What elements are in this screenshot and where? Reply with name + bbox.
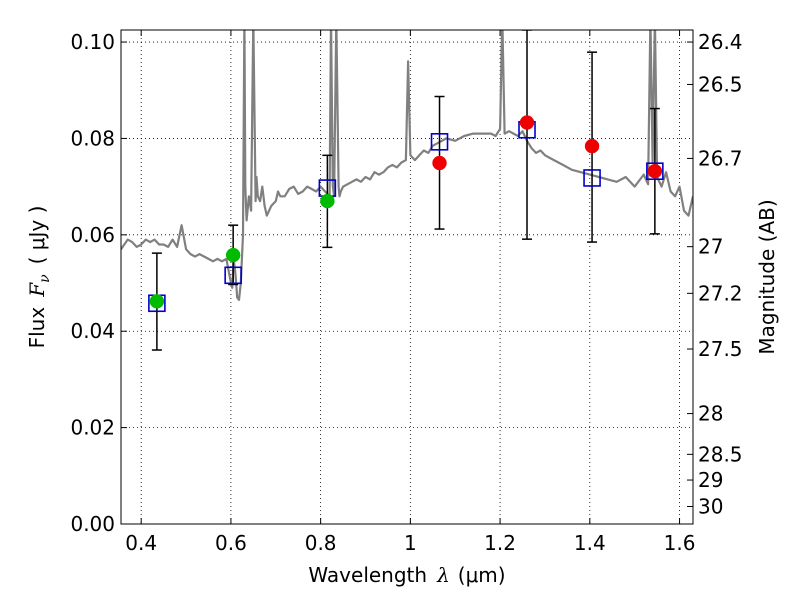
x-tick-label: 0.6	[215, 531, 247, 555]
y-tick-label: 0.06	[70, 223, 115, 247]
mag-tick-label: 27	[698, 235, 723, 259]
y2-axis-label: Magnitude (AB)	[755, 199, 779, 354]
model-photometry-square	[646, 162, 664, 181]
y-tick-label: 0.04	[70, 319, 115, 343]
mag-tick-label: 26.7	[698, 146, 743, 170]
y-tick-label: 0.10	[70, 30, 115, 54]
x-axis-label-prefix: Wavelength	[308, 563, 427, 587]
observed-point	[647, 163, 663, 179]
y-tick-label: 0.08	[70, 126, 115, 150]
y-axis-symbol: F	[25, 282, 49, 298]
x-axis-unit: (μm)	[458, 563, 506, 587]
y-tick-label: 0.02	[70, 416, 115, 440]
y-axis-label: Flux Fν ( μJy )	[25, 206, 53, 349]
model-photometry-square	[583, 169, 601, 187]
mag-tick-label: 27.2	[698, 281, 743, 305]
observed-point	[320, 193, 335, 209]
y-axis-unit: ( μJy )	[25, 206, 49, 265]
observed-point	[519, 115, 535, 130]
x-tick-label: 1.2	[484, 531, 516, 555]
x-axis-label: Wavelength λ (μm)	[308, 563, 505, 587]
y-axis-label-prefix: Flux	[25, 307, 49, 349]
observed-point	[225, 247, 241, 263]
plot-frame	[120, 29, 694, 525]
mag-tick-label: 28	[698, 402, 723, 426]
mag-tick-label: 26.5	[698, 72, 743, 96]
mag-tick-label: 28.5	[698, 442, 743, 466]
y-tick-label: 0.00	[70, 512, 115, 536]
x-axis-symbol: λ	[436, 563, 450, 587]
spectrum-line	[121, 30, 693, 301]
observed-point	[432, 155, 447, 171]
ticks: 0.4 0.6 0.8 1 1.2 1.4 1.6 0.00 0.02 0.04 0.06 0.08 0…	[70, 30, 743, 555]
x-tick-label: 1	[404, 531, 417, 555]
x-tick-label: 1.4	[574, 531, 606, 555]
x-tick-label: 1.6	[664, 531, 696, 555]
mag-tick-label: 26.4	[698, 30, 743, 54]
model-photometry-square	[224, 266, 242, 285]
y-axis-subscript: ν	[37, 274, 53, 283]
mag-tick-label: 30	[698, 495, 723, 519]
x-tick-label: 0.8	[305, 531, 337, 555]
data-layer	[121, 30, 693, 351]
mag-tick-label: 27.5	[698, 337, 743, 361]
x-tick-label: 0.4	[125, 531, 157, 555]
model-photometry-square	[430, 133, 449, 151]
mag-tick-label: 29	[698, 468, 723, 492]
observed-point	[584, 138, 600, 154]
observed-point	[149, 294, 165, 309]
